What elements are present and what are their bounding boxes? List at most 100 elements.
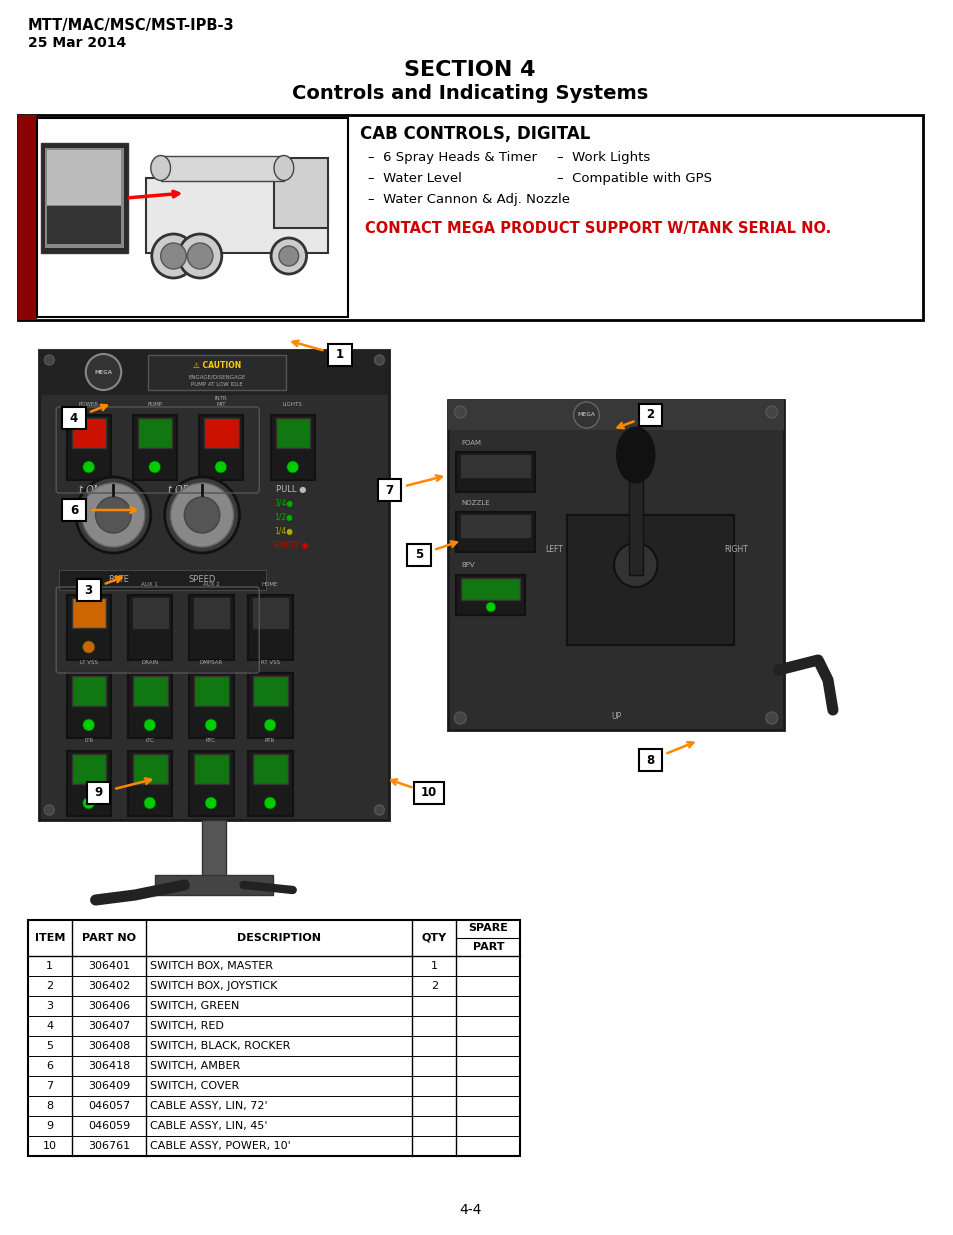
Bar bbox=[37, 119, 348, 317]
Text: –  6 Spray Heads & Timer: – 6 Spray Heads & Timer bbox=[367, 151, 537, 164]
Text: SECTION 4: SECTION 4 bbox=[404, 61, 536, 80]
Text: 1/4●: 1/4● bbox=[274, 527, 293, 536]
Text: ⚠ CAUTION: ⚠ CAUTION bbox=[193, 361, 241, 369]
Text: 9: 9 bbox=[46, 1121, 53, 1131]
Bar bbox=[146, 178, 328, 253]
Bar bbox=[71, 755, 107, 784]
Circle shape bbox=[160, 243, 186, 269]
Text: 5: 5 bbox=[47, 1041, 53, 1051]
Bar bbox=[204, 417, 238, 448]
Bar bbox=[46, 148, 124, 248]
Text: INTR
MIT: INTR MIT bbox=[214, 396, 227, 408]
Bar bbox=[148, 354, 286, 390]
Text: 6: 6 bbox=[70, 504, 78, 516]
Bar bbox=[275, 417, 310, 448]
Text: 1: 1 bbox=[430, 961, 437, 971]
Text: DMPSAR: DMPSAR bbox=[199, 659, 222, 664]
Text: 7: 7 bbox=[46, 1081, 53, 1091]
Text: ITEM: ITEM bbox=[34, 932, 65, 944]
Bar bbox=[271, 415, 315, 480]
Bar bbox=[67, 415, 112, 480]
Text: LT VSS: LT VSS bbox=[80, 659, 97, 664]
Bar bbox=[189, 673, 233, 739]
Text: QTY: QTY bbox=[421, 932, 446, 944]
Circle shape bbox=[264, 719, 275, 731]
Circle shape bbox=[271, 238, 306, 274]
Circle shape bbox=[171, 483, 233, 547]
Text: t ON: t ON bbox=[79, 485, 101, 495]
Bar bbox=[67, 673, 112, 739]
Bar bbox=[202, 820, 226, 881]
Text: 2: 2 bbox=[46, 981, 53, 990]
Bar bbox=[248, 751, 293, 816]
Bar bbox=[132, 415, 177, 480]
Text: Controls and Indicating Systems: Controls and Indicating Systems bbox=[292, 84, 648, 103]
Circle shape bbox=[573, 403, 598, 429]
Ellipse shape bbox=[617, 427, 654, 483]
Text: 4: 4 bbox=[46, 1021, 53, 1031]
Circle shape bbox=[184, 496, 219, 534]
Bar bbox=[253, 598, 288, 629]
Bar bbox=[639, 748, 661, 771]
Text: 6: 6 bbox=[47, 1061, 53, 1071]
Text: UP: UP bbox=[610, 713, 620, 721]
Bar bbox=[48, 206, 121, 245]
Bar bbox=[274, 158, 328, 228]
Text: SWITCH, COVER: SWITCH, COVER bbox=[150, 1081, 239, 1091]
Bar bbox=[48, 149, 121, 205]
Circle shape bbox=[214, 461, 227, 473]
Bar bbox=[18, 115, 37, 320]
Bar bbox=[77, 579, 100, 601]
Text: PART: PART bbox=[472, 942, 503, 952]
Text: 2: 2 bbox=[430, 981, 437, 990]
Text: DESCRIPTION: DESCRIPTION bbox=[236, 932, 320, 944]
Text: SWITCH, AMBER: SWITCH, AMBER bbox=[150, 1061, 240, 1071]
Text: AUX 2: AUX 2 bbox=[202, 582, 219, 587]
Circle shape bbox=[86, 354, 121, 390]
Text: FOAM: FOAM bbox=[461, 440, 481, 446]
Circle shape bbox=[205, 719, 216, 731]
Text: POWER: POWER bbox=[78, 403, 99, 408]
Circle shape bbox=[614, 543, 657, 587]
Circle shape bbox=[95, 496, 131, 534]
Circle shape bbox=[375, 354, 384, 366]
Text: HOME: HOME bbox=[262, 582, 278, 587]
Text: –  Water Level: – Water Level bbox=[367, 172, 461, 185]
Bar bbox=[128, 751, 172, 816]
Text: LIGHTS: LIGHTS bbox=[283, 403, 302, 408]
Text: 9: 9 bbox=[94, 787, 103, 799]
Bar bbox=[128, 673, 172, 739]
Bar bbox=[253, 676, 288, 706]
Text: 7: 7 bbox=[385, 483, 393, 496]
Text: EMPTY ●: EMPTY ● bbox=[274, 541, 308, 550]
Text: 1: 1 bbox=[47, 961, 53, 971]
Text: RATE: RATE bbox=[108, 576, 129, 584]
Bar bbox=[160, 156, 284, 182]
Text: 10: 10 bbox=[420, 787, 436, 799]
Text: 046059: 046059 bbox=[88, 1121, 130, 1131]
Bar bbox=[199, 415, 243, 480]
Text: CAB CONTROLS, DIGITAL: CAB CONTROLS, DIGITAL bbox=[359, 125, 590, 143]
Circle shape bbox=[144, 719, 155, 731]
Text: 306401: 306401 bbox=[88, 961, 130, 971]
Text: RIGHT: RIGHT bbox=[723, 545, 747, 555]
Ellipse shape bbox=[274, 156, 294, 180]
Bar bbox=[194, 676, 229, 706]
Circle shape bbox=[83, 719, 94, 731]
Bar bbox=[639, 404, 661, 426]
Circle shape bbox=[83, 797, 94, 809]
Ellipse shape bbox=[151, 156, 171, 180]
Text: AUTO: AUTO bbox=[81, 582, 96, 587]
Text: 10: 10 bbox=[43, 1141, 57, 1151]
Bar bbox=[628, 430, 642, 576]
Bar bbox=[414, 782, 443, 804]
Bar bbox=[461, 515, 530, 537]
Circle shape bbox=[187, 243, 213, 269]
Circle shape bbox=[83, 461, 94, 473]
Text: SWITCH, GREEN: SWITCH, GREEN bbox=[150, 1002, 239, 1011]
Text: 306402: 306402 bbox=[88, 981, 130, 990]
Bar bbox=[71, 598, 107, 629]
Text: DRAIN: DRAIN bbox=[141, 659, 158, 664]
Bar bbox=[189, 595, 233, 659]
Text: –  Work Lights: – Work Lights bbox=[557, 151, 650, 164]
